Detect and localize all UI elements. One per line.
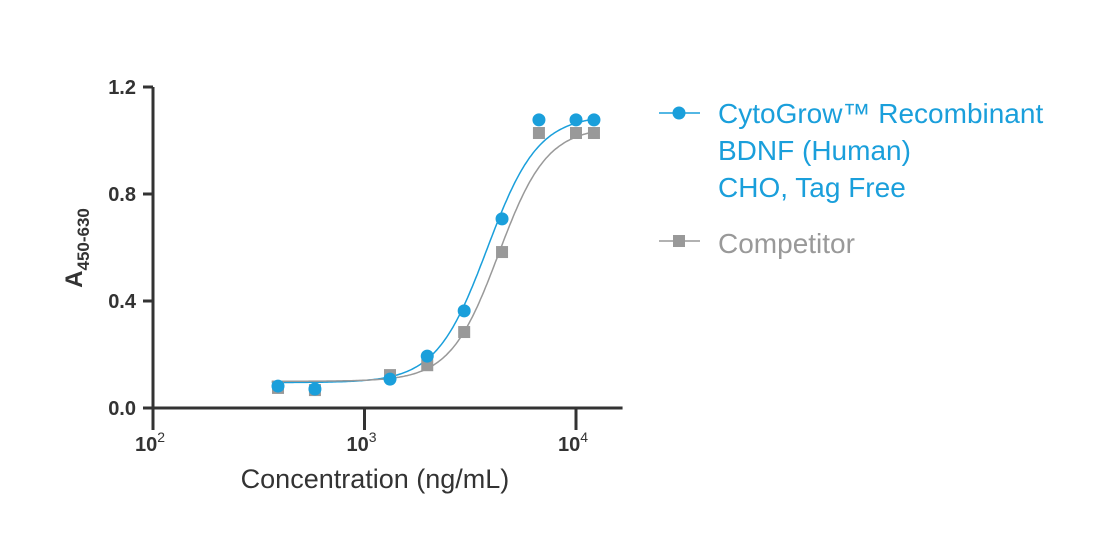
data-point-competitor	[496, 246, 509, 259]
x-tick-label: 103	[346, 429, 376, 456]
legend-marker-square-icon	[673, 235, 685, 247]
legend-entry-cytogrow: CytoGrow™ Recombinant BDNF (Human) CHO, …	[718, 95, 1043, 206]
x-axis-label: Concentration (ng/mL)	[241, 464, 510, 494]
data-point-competitor	[570, 127, 582, 140]
x-tick-exponent: 4	[580, 429, 588, 445]
x-tick-exponent: 2	[157, 429, 165, 445]
legend-text-line: CHO, Tag Free	[718, 172, 906, 203]
x-tick-base: 10	[135, 434, 157, 456]
fit-curve-cytogrow	[271, 117, 599, 384]
x-tick-exponent: 3	[369, 429, 377, 445]
fit-curve-competitor	[271, 130, 599, 382]
data-point-cytogrow	[495, 212, 509, 226]
data-point-cytogrow	[383, 372, 397, 386]
data-point-competitor	[458, 326, 471, 339]
data-point-competitor	[421, 359, 434, 372]
y-axis-label-sub: 450-630	[74, 208, 93, 270]
y-axis-label: A450-630	[61, 208, 93, 288]
data-point-cytogrow	[587, 113, 601, 127]
fit-curves	[271, 117, 599, 384]
data-point-cytogrow	[271, 379, 285, 393]
x-tick-base: 10	[558, 434, 580, 456]
y-tick-label: 1.2	[108, 77, 136, 99]
y-tick-label: 0.8	[108, 184, 136, 206]
x-tick-label: 102	[135, 429, 165, 456]
x-tick-label: 104	[558, 429, 588, 456]
legend-entry-competitor: Competitor	[718, 225, 855, 262]
y-axis-label-main: A	[61, 271, 88, 288]
data-point-competitor	[532, 127, 545, 140]
x-tick-base: 10	[346, 434, 368, 456]
data-point-cytogrow	[532, 113, 546, 127]
legend-text-line: Competitor	[718, 228, 855, 259]
data-point-cytogrow	[308, 382, 322, 396]
data-points	[271, 113, 601, 397]
legend-marker-circle-icon	[672, 106, 686, 120]
data-point-cytogrow	[569, 113, 583, 127]
legend-text-line: CytoGrow™ Recombinant	[718, 98, 1044, 129]
data-point-competitor	[587, 127, 600, 140]
data-point-cytogrow	[420, 349, 434, 363]
legend-markers	[659, 106, 700, 247]
y-tick-label: 0.4	[108, 291, 137, 313]
data-point-cytogrow	[457, 304, 471, 318]
y-tick-label: 0.0	[108, 398, 136, 420]
legend-text-line: BDNF (Human)	[718, 135, 911, 166]
